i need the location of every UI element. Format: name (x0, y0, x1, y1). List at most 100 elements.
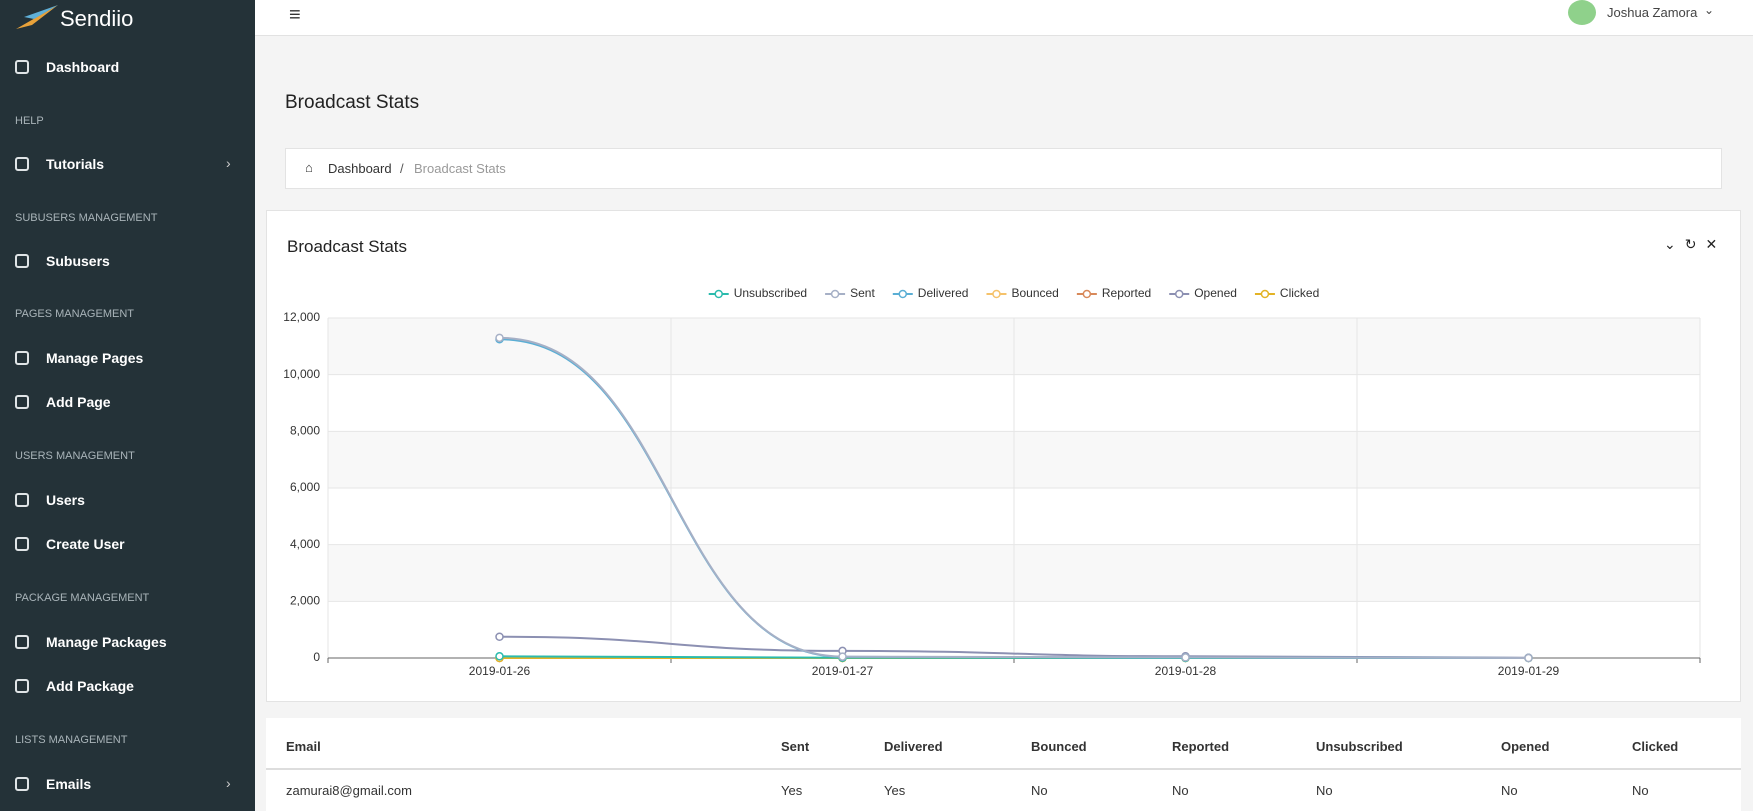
nav-item[interactable]: Manage Pages (46, 350, 144, 366)
point (838, 652, 847, 661)
logo-icon (16, 5, 58, 29)
section-label: USERS MANAGEMENT (15, 450, 135, 462)
section-label: SUBUSERS MANAGEMENT (15, 212, 158, 224)
table: Email Sent Delivered Bounced Reported Unsubsc… (266, 718, 1741, 811)
column-header: Opened (1501, 739, 1550, 754)
cell: Yes (884, 783, 906, 798)
point (1524, 653, 1533, 663)
nav-item[interactable]: Manage Packages (46, 634, 167, 650)
section-label: PACKAGE MANAGEMENT (15, 592, 150, 604)
page-title: Broadcast Stats (285, 92, 420, 113)
panel-title: Broadcast Stats (287, 237, 408, 256)
legend-item[interactable]: Sent (825, 286, 875, 300)
legend-item[interactable]: Reported (1076, 286, 1151, 300)
column-header: Email (286, 739, 321, 754)
user-name[interactable]: Joshua Zamora (1607, 5, 1698, 20)
legend-label: Opened (1194, 286, 1237, 300)
top-bar (255, 0, 1753, 36)
section-label: PAGES MANAGEMENT (15, 308, 134, 320)
legend-marker (1174, 289, 1184, 299)
legend-item[interactable]: Unsubscribed (708, 286, 807, 300)
column-header: Unsubscribed (1316, 739, 1403, 754)
column-header: Delivered (884, 739, 943, 754)
legend-marker (830, 289, 840, 299)
legend-label: Delivered (918, 286, 969, 300)
cell: No (1501, 783, 1518, 798)
column-header: Sent (781, 739, 810, 754)
point (495, 333, 504, 343)
cell: zamurai8@gmail.com (286, 783, 412, 798)
breadcrumb (285, 148, 1722, 189)
x-tick-label: 2019-01-26 (469, 664, 531, 678)
nav-item[interactable]: Add Page (46, 394, 111, 410)
cell: Yes (781, 783, 803, 798)
chevron[interactable]: › (226, 155, 231, 171)
menu-toggle[interactable]: ≡ (289, 4, 301, 26)
home-icon: ⌂ (305, 160, 313, 175)
column-header: Reported (1172, 739, 1230, 754)
nav-icon (15, 537, 29, 551)
legend-item[interactable]: Opened (1169, 286, 1237, 300)
caret[interactable]: ⌄ (1704, 3, 1715, 17)
panel-tools[interactable]: ⌄↻✕ (1664, 236, 1727, 252)
y-tick-label: 4,000 (290, 537, 320, 551)
point (495, 632, 504, 641)
nav-icon (15, 60, 29, 74)
legend-marker (992, 289, 1001, 299)
nav-icon (15, 679, 29, 693)
legend-label: Unsubscribed (734, 286, 807, 300)
nav-icon (15, 777, 29, 791)
logo-text: Sendiio (60, 6, 134, 31)
legend-label: Sent (850, 286, 875, 300)
column-header: Bounced (1031, 739, 1087, 754)
cell: No (1031, 783, 1048, 798)
y-tick-label: 6,000 (290, 480, 320, 494)
point (1181, 653, 1190, 662)
chevron[interactable]: › (226, 775, 231, 791)
y-tick-label: 0 (313, 650, 320, 664)
legend-marker (714, 289, 723, 299)
nav-item[interactable]: Add Package (46, 678, 134, 694)
legend-label: Bounced (1011, 286, 1058, 300)
legend-marker (1082, 289, 1092, 299)
nav-icon (15, 351, 29, 365)
nav-item[interactable]: Emails (46, 776, 92, 792)
nav-icon (15, 157, 29, 171)
breadcrumb-current: Broadcast Stats (414, 161, 506, 176)
cell: No (1316, 783, 1333, 798)
x-tick-label: 2019-01-27 (812, 664, 874, 678)
legend-marker (1260, 289, 1270, 299)
x-tick-label: 2019-01-28 (1155, 664, 1217, 678)
cell: No (1172, 783, 1189, 798)
column-header: Clicked (1632, 739, 1679, 754)
breadcrumb-link[interactable]: Dashboard (328, 161, 392, 176)
nav-icon (15, 254, 29, 268)
nav-icon (15, 493, 29, 507)
avatar[interactable] (1568, 0, 1596, 25)
legend-item[interactable]: Bounced (986, 286, 1059, 300)
nav-item[interactable]: Users (46, 492, 85, 508)
legend-marker (898, 289, 908, 299)
section-label: LISTS MANAGEMENT (15, 734, 128, 746)
nav-icon (15, 395, 29, 409)
y-tick-label: 2,000 (290, 594, 320, 608)
cell: No (1632, 783, 1649, 798)
nav-icon (15, 635, 29, 649)
x-tick-label: 2019-01-29 (1498, 664, 1560, 678)
legend-item[interactable]: Delivered (892, 286, 969, 300)
nav-item[interactable]: Dashboard (46, 59, 120, 75)
header-rule (266, 768, 1741, 770)
nav-item[interactable]: Create User (46, 536, 125, 552)
breadcrumb-sep: / (400, 161, 404, 176)
chart: 0 2,000 4,000 6,000 8,000 10,000 12,000 2019-01… (283, 286, 1701, 678)
y-tick-label: 8,000 (290, 424, 320, 438)
series-line (499, 336, 1529, 659)
nav-item[interactable]: Tutorials (46, 156, 105, 172)
sidebar: Sendiio › › Dashboard HELP Tutorials SUBUSE… (0, 0, 255, 811)
section-label: HELP (15, 115, 44, 127)
legend-label: Reported (1102, 286, 1151, 300)
legend-item[interactable]: Clicked (1254, 286, 1319, 300)
legend-label: Clicked (1280, 286, 1319, 300)
y-tick-label: 10,000 (283, 367, 320, 381)
nav-item[interactable]: Subusers (46, 253, 110, 269)
